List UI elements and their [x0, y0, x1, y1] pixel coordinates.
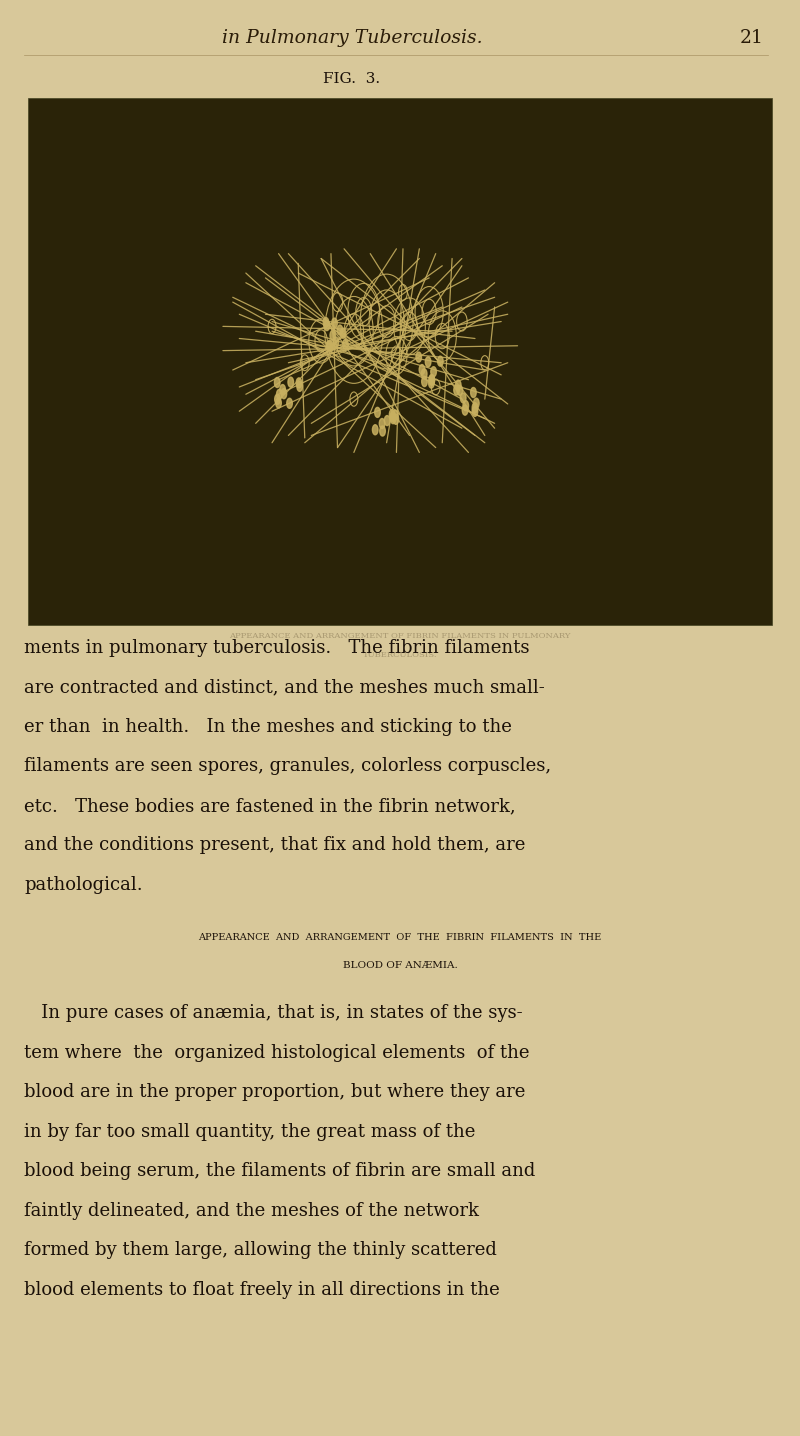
Circle shape [429, 375, 434, 385]
Text: TUBERCULOSIS.: TUBERCULOSIS. [362, 651, 438, 659]
Circle shape [457, 385, 462, 395]
Text: are contracted and distinct, and the meshes much small-: are contracted and distinct, and the mes… [24, 679, 545, 696]
Circle shape [426, 356, 431, 366]
Circle shape [297, 382, 302, 392]
Text: blood elements to float freely in all directions in the: blood elements to float freely in all di… [24, 1281, 500, 1300]
Circle shape [463, 401, 469, 411]
Circle shape [429, 378, 434, 388]
Circle shape [332, 319, 338, 329]
Circle shape [474, 398, 479, 408]
Circle shape [393, 409, 398, 419]
Circle shape [296, 378, 302, 388]
Circle shape [455, 381, 461, 391]
Circle shape [419, 365, 425, 375]
Text: and the conditions present, that fix and hold them, are: and the conditions present, that fix and… [24, 836, 526, 854]
Circle shape [324, 320, 330, 330]
Circle shape [454, 385, 459, 395]
Text: etc.   These bodies are fastened in the fibrin network,: etc. These bodies are fastened in the fi… [24, 797, 516, 816]
Text: APPEARANCE AND ARRANGEMENT OF FIBRIN FILAMENTS IN PULMONARY: APPEARANCE AND ARRANGEMENT OF FIBRIN FIL… [230, 632, 570, 640]
Text: er than  in health.   In the meshes and sticking to the: er than in health. In the meshes and sti… [24, 718, 512, 737]
Text: In pure cases of anæmia, that is, in states of the sys-: In pure cases of anæmia, that is, in sta… [24, 1005, 522, 1022]
Circle shape [274, 395, 280, 405]
Circle shape [337, 325, 342, 335]
Circle shape [323, 317, 329, 327]
Circle shape [472, 402, 478, 412]
Text: tem where  the  organized histological elements  of the: tem where the organized histological ele… [24, 1044, 530, 1063]
Circle shape [462, 405, 468, 415]
Circle shape [281, 389, 286, 399]
Text: 21: 21 [740, 29, 764, 47]
Text: blood are in the proper proportion, but where they are: blood are in the proper proportion, but … [24, 1084, 526, 1101]
Circle shape [472, 406, 478, 416]
Circle shape [470, 388, 476, 398]
Text: pathological.: pathological. [24, 876, 142, 895]
Text: FIG.  3.: FIG. 3. [323, 72, 381, 86]
Circle shape [438, 356, 443, 366]
Circle shape [286, 398, 292, 408]
Circle shape [422, 376, 427, 386]
Circle shape [340, 329, 346, 339]
Circle shape [326, 340, 332, 350]
Circle shape [327, 340, 333, 350]
Text: BLOOD OF ANÆMIA.: BLOOD OF ANÆMIA. [342, 962, 458, 971]
Circle shape [430, 366, 436, 376]
Circle shape [379, 418, 385, 428]
Circle shape [393, 414, 398, 424]
Text: faintly delineated, and the meshes of the network: faintly delineated, and the meshes of th… [24, 1202, 479, 1221]
Text: in by far too small quantity, the great mass of the: in by far too small quantity, the great … [24, 1123, 475, 1142]
Circle shape [384, 415, 390, 425]
Bar [28, 98, 772, 625]
Circle shape [429, 375, 434, 385]
Text: formed by them large, allowing the thinly scattered: formed by them large, allowing the thinl… [24, 1242, 497, 1259]
Circle shape [390, 409, 395, 419]
Circle shape [374, 408, 380, 418]
Circle shape [333, 337, 338, 348]
Circle shape [422, 369, 427, 379]
Circle shape [280, 385, 286, 395]
Text: in Pulmonary Tuberculosis.: in Pulmonary Tuberculosis. [222, 29, 482, 47]
Circle shape [390, 414, 396, 424]
Circle shape [373, 425, 378, 435]
Circle shape [288, 378, 294, 388]
Circle shape [460, 393, 466, 404]
Circle shape [416, 352, 422, 362]
Circle shape [276, 398, 282, 408]
Text: APPEARANCE  AND  ARRANGEMENT  OF  THE  FIBRIN  FILAMENTS  IN  THE: APPEARANCE AND ARRANGEMENT OF THE FIBRIN… [198, 933, 602, 942]
Circle shape [330, 330, 336, 340]
Circle shape [277, 389, 282, 399]
Text: ments in pulmonary tuberculosis.   The fibrin filaments: ments in pulmonary tuberculosis. The fib… [24, 639, 530, 658]
Text: blood being serum, the filaments of fibrin are small and: blood being serum, the filaments of fibr… [24, 1163, 535, 1180]
Circle shape [342, 339, 348, 349]
Circle shape [274, 378, 280, 388]
Circle shape [380, 426, 386, 437]
Circle shape [390, 412, 396, 422]
Text: filaments are seen spores, granules, colorless corpuscles,: filaments are seen spores, granules, col… [24, 758, 551, 775]
